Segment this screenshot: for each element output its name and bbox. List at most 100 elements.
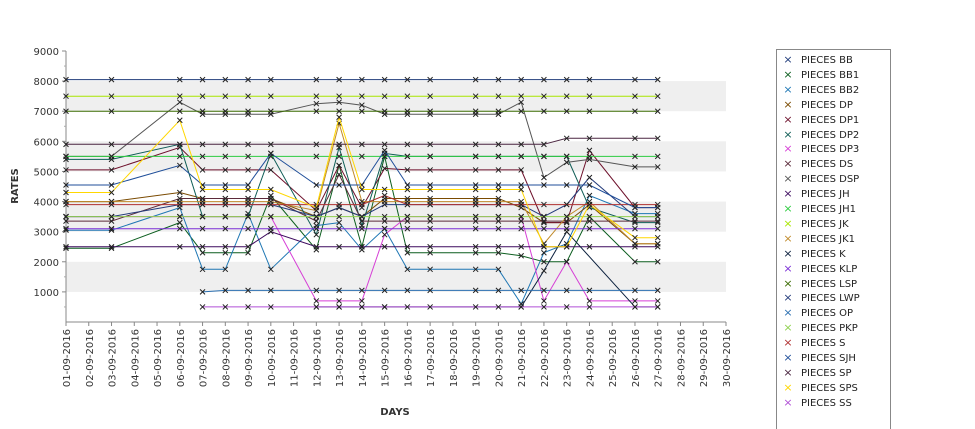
data-point [63, 182, 69, 188]
data-point [199, 213, 206, 220]
data-point [176, 99, 183, 106]
data-point [63, 141, 69, 148]
series-layer [63, 76, 661, 310]
legend-item: × PIECES BB1 [781, 67, 859, 82]
data-point [427, 93, 433, 100]
data-point [381, 231, 388, 238]
data-point [404, 213, 411, 220]
data-point [176, 141, 183, 148]
data-point [541, 93, 547, 100]
data-point [63, 108, 69, 115]
data-point [586, 298, 593, 304]
data-point [63, 201, 69, 208]
data-point [541, 153, 547, 160]
data-point [518, 287, 525, 294]
data-point [108, 153, 115, 160]
data-point [245, 304, 251, 310]
x-tick-label: 29-09-2016 [699, 329, 710, 387]
data-point [654, 304, 661, 310]
data-point [404, 186, 411, 193]
legend-item: × PIECES DSP [781, 171, 859, 186]
x-tick-label: 06-09-2016 [176, 329, 187, 387]
data-point [632, 287, 638, 294]
data-point [495, 93, 502, 100]
legend-label: PIECES JK [801, 218, 849, 230]
data-point [541, 267, 547, 274]
data-point [359, 141, 365, 148]
x-tick-label: 24-09-2016 [585, 329, 596, 387]
data-point [518, 213, 525, 220]
legend-marker-icon: × [783, 231, 793, 245]
data-point [563, 218, 570, 224]
data-point [654, 204, 661, 211]
data-point [245, 225, 251, 232]
data-point [563, 201, 570, 208]
y-tick-label: 3000 [34, 228, 59, 239]
data-point [518, 243, 525, 250]
data-point [199, 108, 206, 115]
data-point [108, 225, 115, 232]
data-point [632, 234, 638, 241]
data-point [654, 76, 661, 83]
x-tick-label: 15-09-2016 [381, 329, 392, 387]
data-point [336, 298, 342, 304]
series-pieces-bb [63, 76, 661, 83]
legend-item: × PIECES DS [781, 156, 853, 171]
data-point [541, 298, 547, 304]
data-point [654, 153, 661, 160]
data-point [495, 304, 502, 310]
data-point [427, 243, 433, 250]
data-point [427, 201, 433, 208]
legend-label: PIECES DP2 [801, 129, 860, 141]
data-point [472, 153, 479, 160]
legend-label: PIECES SP [801, 367, 852, 379]
data-point [472, 287, 479, 294]
data-point [586, 304, 593, 310]
data-point [199, 304, 206, 310]
y-tick-label: 2000 [34, 258, 59, 269]
data-point [313, 225, 320, 232]
data-point [222, 266, 229, 273]
data-point [267, 304, 274, 310]
data-point [495, 167, 502, 173]
data-point [176, 225, 183, 232]
data-point [267, 150, 274, 157]
data-point [472, 304, 479, 310]
legend-item: × PIECES JK1 [781, 231, 855, 246]
x-tick-label: 07-09-2016 [199, 329, 210, 387]
data-point [336, 162, 342, 169]
data-point [427, 218, 433, 224]
data-point [404, 182, 411, 188]
data-point [359, 153, 365, 160]
data-point [336, 171, 342, 178]
x-tick-label: 16-09-2016 [403, 329, 414, 387]
data-point [381, 243, 388, 250]
legend-marker-icon: × [783, 306, 793, 320]
data-point [222, 243, 229, 250]
legend-item: × PIECES LWP [781, 290, 859, 305]
data-point [63, 213, 69, 220]
data-point [108, 218, 115, 224]
data-point [541, 174, 547, 181]
data-point [267, 213, 274, 220]
grid-bands [66, 81, 726, 292]
data-point [518, 93, 525, 100]
data-point [381, 76, 388, 83]
series-pieces-sjh [63, 147, 661, 211]
data-point [495, 186, 502, 193]
legend-label: PIECES BB [801, 55, 853, 66]
data-point [336, 108, 342, 115]
data-point [245, 108, 251, 115]
data-point [563, 225, 570, 232]
data-point [199, 201, 206, 208]
data-point [381, 141, 388, 148]
data-point [586, 287, 593, 294]
data-point [472, 213, 479, 220]
legend-label: PIECES JK1 [801, 233, 855, 245]
data-point [563, 153, 570, 160]
x-tick-label: 23-09-2016 [563, 329, 574, 387]
data-point [108, 201, 115, 208]
x-tick-label: 12-09-2016 [312, 329, 323, 387]
legend-label: PIECES SS [801, 397, 852, 409]
data-point [518, 108, 525, 115]
